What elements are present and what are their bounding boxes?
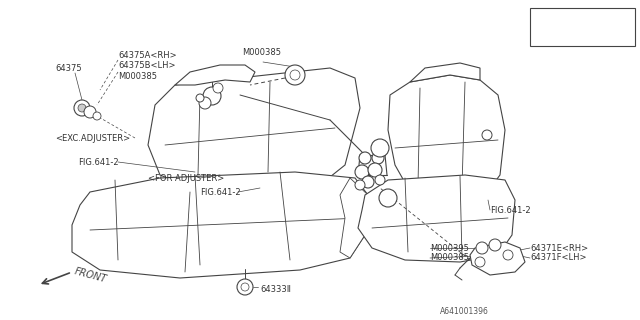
Polygon shape <box>388 75 505 202</box>
Circle shape <box>78 104 86 112</box>
Circle shape <box>375 175 385 185</box>
Polygon shape <box>340 178 368 258</box>
Text: 64371F<LH>: 64371F<LH> <box>530 253 586 262</box>
Text: A641001396: A641001396 <box>440 308 489 316</box>
Text: M000395: M000395 <box>430 244 469 252</box>
Text: M000385: M000385 <box>118 71 157 81</box>
Text: FIG.641-2: FIG.641-2 <box>200 188 241 196</box>
Circle shape <box>362 176 374 188</box>
Circle shape <box>482 130 492 140</box>
Text: 64375B<LH>: 64375B<LH> <box>118 60 175 69</box>
Text: 1: 1 <box>385 194 390 203</box>
Polygon shape <box>175 65 255 85</box>
Text: M000385: M000385 <box>242 47 281 57</box>
Circle shape <box>74 100 90 116</box>
Circle shape <box>379 189 397 207</box>
Circle shape <box>199 97 211 109</box>
Circle shape <box>368 163 382 177</box>
Polygon shape <box>148 68 360 192</box>
Text: FRONT: FRONT <box>74 266 108 284</box>
Polygon shape <box>72 172 368 278</box>
Text: <EXC.ADJUSTER>: <EXC.ADJUSTER> <box>55 133 130 142</box>
Circle shape <box>503 250 513 260</box>
Circle shape <box>371 139 389 157</box>
Text: M000412: M000412 <box>560 13 602 22</box>
Text: N370048: N370048 <box>560 32 601 41</box>
Circle shape <box>355 165 369 179</box>
Text: 64371E<RH>: 64371E<RH> <box>530 244 588 252</box>
Text: 64375A<RH>: 64375A<RH> <box>118 51 177 60</box>
Text: 2: 2 <box>378 143 383 153</box>
Circle shape <box>290 70 300 80</box>
Polygon shape <box>410 63 480 82</box>
Circle shape <box>196 94 204 102</box>
Text: 1: 1 <box>540 13 545 22</box>
Circle shape <box>372 152 384 164</box>
Circle shape <box>213 83 223 93</box>
Circle shape <box>93 112 101 120</box>
Circle shape <box>241 283 249 291</box>
Text: FIG.641-2: FIG.641-2 <box>78 157 118 166</box>
Circle shape <box>534 10 550 26</box>
Circle shape <box>475 257 485 267</box>
Circle shape <box>359 152 371 164</box>
Circle shape <box>203 87 221 105</box>
Polygon shape <box>470 242 525 275</box>
Circle shape <box>237 279 253 295</box>
Text: M000385: M000385 <box>430 253 469 262</box>
Text: FIG.641-2: FIG.641-2 <box>490 205 531 214</box>
Text: 64333Ⅱ: 64333Ⅱ <box>260 285 291 294</box>
Text: 64375: 64375 <box>55 63 82 73</box>
Circle shape <box>534 28 550 44</box>
FancyBboxPatch shape <box>530 8 635 46</box>
Circle shape <box>489 239 501 251</box>
Circle shape <box>285 65 305 85</box>
Circle shape <box>84 106 96 118</box>
Circle shape <box>355 180 365 190</box>
Text: 2: 2 <box>540 32 545 41</box>
Circle shape <box>476 242 488 254</box>
Text: <FOR ADJUSTER>: <FOR ADJUSTER> <box>148 173 224 182</box>
Polygon shape <box>358 175 515 262</box>
